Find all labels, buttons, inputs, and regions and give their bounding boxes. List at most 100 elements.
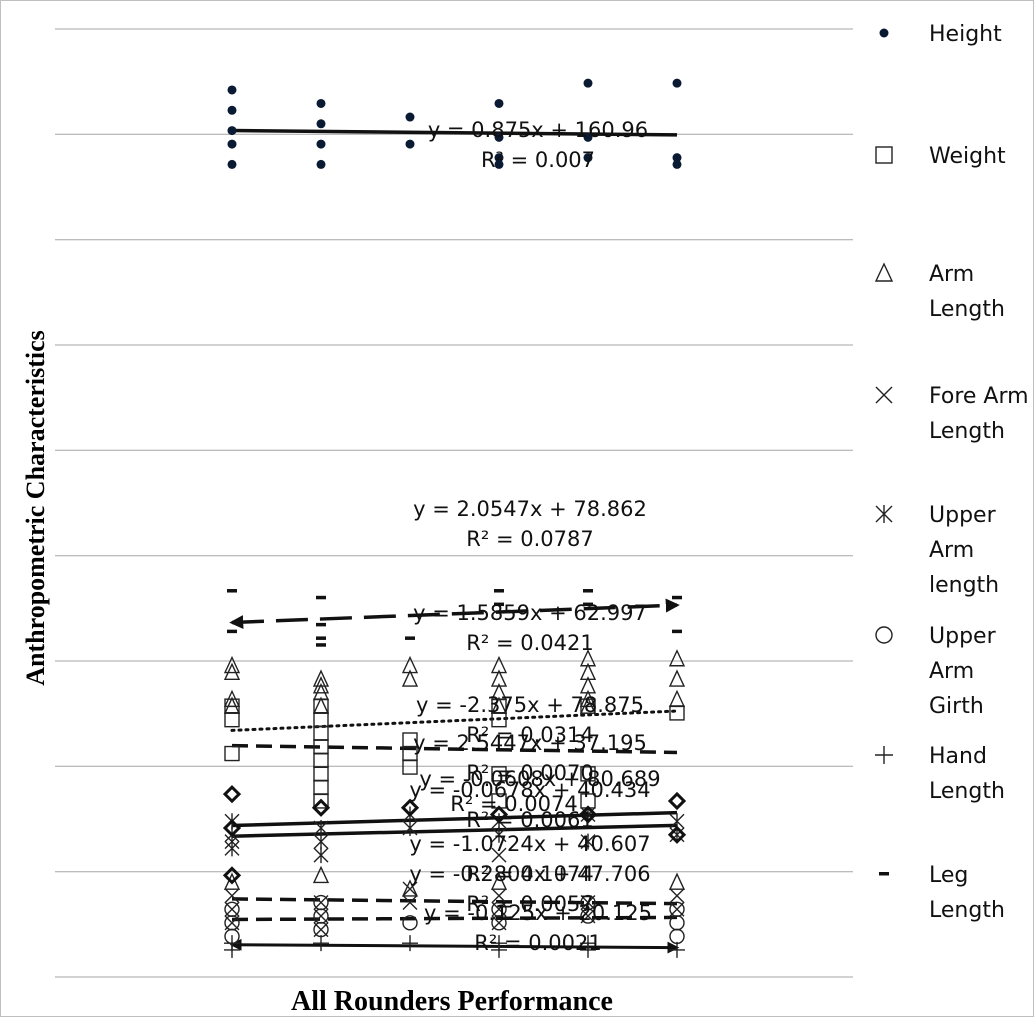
data-point xyxy=(583,602,593,607)
data-point xyxy=(223,662,241,680)
trendline xyxy=(231,915,678,922)
legend-label: Fore Arm xyxy=(929,384,1029,409)
trendline-equation: y = -2.375x + 78.875 xyxy=(416,693,644,717)
data-point xyxy=(583,78,593,88)
data-point xyxy=(580,941,596,958)
data-point xyxy=(227,85,237,95)
trendline-r-squared: R² = 0.0421 xyxy=(466,631,593,655)
data-point xyxy=(672,595,682,600)
data-point xyxy=(583,132,593,142)
trendline-r-squared: R² = 0.0787 xyxy=(466,527,593,551)
legend-item: Upper Arm Girth xyxy=(875,624,997,719)
trendline-equation: y = -0.2804x + 47.706 xyxy=(409,862,650,886)
data-point xyxy=(405,112,415,122)
data-point xyxy=(402,759,418,775)
data-point xyxy=(579,689,597,708)
data-point xyxy=(583,589,593,593)
gridlines xyxy=(55,28,853,978)
legend-label: Length xyxy=(929,297,1005,322)
data-point xyxy=(579,696,597,714)
data-point xyxy=(402,895,418,911)
data-point xyxy=(227,159,237,169)
trendline-r-squared: R² = 0.1074 xyxy=(466,862,593,886)
data-point xyxy=(494,132,504,142)
legend-marker-icon xyxy=(874,262,894,282)
legend-item: Arm Length xyxy=(874,262,1005,322)
data-point xyxy=(401,879,419,897)
trendline-r-squared: R² = 0.0074 xyxy=(450,792,577,816)
data-point xyxy=(313,793,329,809)
data-point xyxy=(312,676,330,694)
data-point xyxy=(316,595,326,600)
data-point xyxy=(669,941,685,958)
trendline xyxy=(229,938,680,954)
data-point xyxy=(494,98,504,108)
data-point xyxy=(491,826,507,843)
data-point xyxy=(223,872,241,890)
trendline xyxy=(231,810,678,828)
data-point xyxy=(580,833,596,850)
data-point xyxy=(313,820,329,837)
data-point xyxy=(316,119,326,129)
data-point xyxy=(672,159,682,169)
legend-label: Upper xyxy=(929,503,997,528)
data-point xyxy=(222,866,242,885)
data-point xyxy=(405,139,415,149)
data-point xyxy=(316,98,326,108)
data-point xyxy=(491,915,507,931)
data-point xyxy=(311,798,331,817)
data-point xyxy=(227,629,237,634)
data-point xyxy=(224,941,240,958)
data-point xyxy=(400,798,420,817)
data-point xyxy=(402,881,418,897)
data-point xyxy=(402,935,418,952)
legend-label: Height xyxy=(929,22,1002,47)
data-point xyxy=(222,818,242,838)
data-point xyxy=(405,636,415,640)
data-point xyxy=(578,805,598,824)
legend-label: Upper xyxy=(929,624,997,649)
data-point xyxy=(313,833,329,850)
trendline-equation: y = 2.5447x + 37.195 xyxy=(413,731,647,755)
trendline-r-squared: R² = 0.0057 xyxy=(466,892,593,916)
legend-marker-icon xyxy=(875,746,893,764)
series-dot-points xyxy=(227,78,682,169)
data-point xyxy=(669,928,685,945)
data-point xyxy=(227,105,237,115)
trendline xyxy=(229,598,680,630)
data-point xyxy=(312,696,330,714)
data-point xyxy=(668,669,686,687)
trendline-r-squared: R² = 0.0061 xyxy=(466,808,593,832)
data-point xyxy=(223,655,241,674)
data-point xyxy=(672,78,682,88)
trendline-r-squared: R² = 0.0070 xyxy=(466,761,593,785)
data-point xyxy=(401,669,419,687)
legend-label: Girth xyxy=(929,694,984,719)
legend: Height Weight Arm Length Fore Arm Length Upper… xyxy=(874,22,1029,923)
data-point xyxy=(224,888,240,904)
data-point xyxy=(494,589,504,593)
series-diamond-points xyxy=(222,785,687,885)
trendline-equation: y = 2.0547x + 78.862 xyxy=(413,497,647,521)
data-point xyxy=(316,622,326,627)
trendline-r-squared: R² = 0.0314 xyxy=(466,723,593,747)
legend-label: Leg xyxy=(929,863,968,888)
data-point xyxy=(402,820,418,837)
data-point xyxy=(583,153,593,163)
legend-label: Arm xyxy=(929,262,974,287)
data-point xyxy=(316,636,326,640)
trendline-equation: y = -0.125x + 20.125 xyxy=(424,901,652,925)
data-point xyxy=(489,805,509,824)
trendline-equation: y = -0.0678x + 40.434 xyxy=(409,778,650,802)
series-triangle-points xyxy=(223,649,686,897)
x-axis-label: All Rounders Performance xyxy=(291,986,613,1017)
data-point xyxy=(491,766,507,782)
legend-marker-icon xyxy=(875,505,893,523)
data-point xyxy=(669,705,685,721)
legend-label: Length xyxy=(929,419,1005,444)
data-point xyxy=(313,779,329,796)
data-point xyxy=(491,888,507,904)
data-point xyxy=(580,766,596,782)
trendline-r-squared: R² = 0.007 xyxy=(481,148,595,172)
